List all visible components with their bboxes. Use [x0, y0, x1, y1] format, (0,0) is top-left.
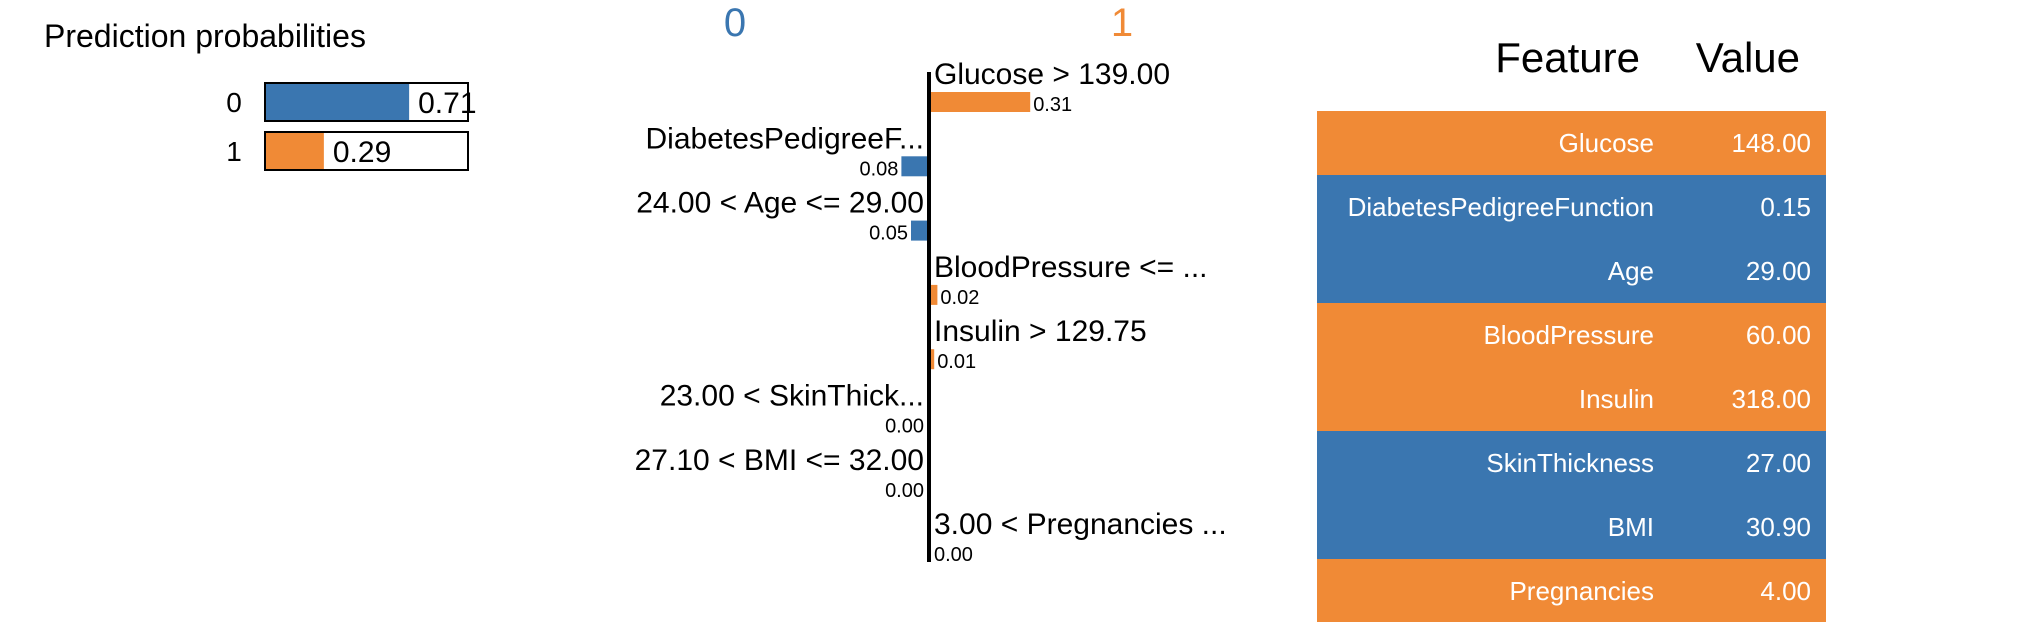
feature-contribution-panel: 0 1 Glucose > 139.00 0.31 DiabetesPedigree… [635, 1, 1227, 566]
table-feature-cell: SkinThickness [1486, 448, 1654, 478]
contribution-bar [931, 92, 1031, 112]
table-value-cell: 4.00 [1760, 576, 1811, 606]
table-feature-cell: BMI [1608, 512, 1654, 542]
contribution-value-label: 0.31 [1033, 94, 1072, 116]
contribution-feature-label: 27.10 < BMI <= 32.00 [635, 444, 924, 477]
table-row [1317, 239, 1826, 304]
prediction-probabilities-title: Prediction probabilities [44, 18, 366, 54]
contribution-value-label: 0.08 [859, 158, 898, 180]
contribution-bar [931, 349, 935, 370]
contribution-feature-label: 3.00 < Pregnancies ... [934, 508, 1227, 541]
table-value-cell: 318.00 [1731, 384, 1811, 414]
table-row [1317, 431, 1826, 496]
table-row [1317, 175, 1826, 240]
contribution-feature-label: 24.00 < Age <= 29.00 [636, 187, 924, 220]
contribution-value-label: 0.00 [885, 480, 924, 502]
class-1-label: 1 [1111, 1, 1133, 45]
prob-class-label-0: 0 [226, 87, 242, 118]
contribution-feature-label: Glucose > 139.00 [934, 58, 1170, 91]
contribution-bar [931, 284, 938, 305]
table-value-cell: 30.90 [1746, 512, 1811, 542]
table-feature-cell: Insulin [1579, 384, 1654, 414]
contribution-value-label: 0.00 [885, 416, 924, 438]
table-row [1317, 495, 1826, 560]
value-column-header: Value [1696, 34, 1800, 81]
contribution-bar [911, 220, 927, 241]
prob-value-label-1: 0.29 [333, 136, 391, 169]
table-feature-cell: DiabetesPedigreeFunction [1348, 192, 1654, 222]
contribution-feature-label: 23.00 < SkinThick... [660, 380, 924, 413]
prob-value-label-0: 0.71 [418, 87, 476, 120]
contribution-feature-label: DiabetesPedigreeF... [646, 122, 925, 155]
contribution-value-label: 0.00 [934, 544, 973, 566]
table-value-cell: 0.15 [1760, 192, 1811, 222]
contribution-feature-label: BloodPressure <= ... [934, 251, 1208, 284]
contribution-value-label: 0.01 [937, 351, 976, 373]
table-feature-cell: BloodPressure [1483, 320, 1654, 350]
table-value-cell: 29.00 [1746, 256, 1811, 286]
table-value-cell: 60.00 [1746, 320, 1811, 350]
contribution-value-label: 0.05 [869, 223, 908, 245]
table-row [1317, 111, 1826, 176]
table-row [1317, 367, 1826, 432]
contribution-bar [901, 156, 927, 177]
contribution-feature-label: Insulin > 129.75 [934, 315, 1147, 348]
class-0-label: 0 [724, 1, 746, 45]
feature-column-header: Feature [1495, 34, 1640, 81]
table-feature-cell: Pregnancies [1509, 576, 1654, 606]
table-row [1317, 559, 1826, 622]
table-value-cell: 148.00 [1731, 128, 1811, 158]
prediction-probabilities-panel: Prediction probabilities 0 0.71 1 0.29 [44, 18, 477, 171]
table-row [1317, 303, 1826, 368]
table-value-cell: 27.00 [1746, 448, 1811, 478]
prob-bar-0 [266, 84, 410, 120]
feature-value-table: Feature Value Glucose 148.00 DiabetesPedig… [1317, 34, 1826, 622]
table-feature-cell: Glucose [1559, 128, 1654, 158]
contribution-value-label: 0.02 [940, 287, 979, 309]
table-feature-cell: Age [1608, 256, 1654, 286]
prob-class-label-1: 1 [226, 136, 242, 167]
prob-bar-1 [266, 133, 324, 169]
